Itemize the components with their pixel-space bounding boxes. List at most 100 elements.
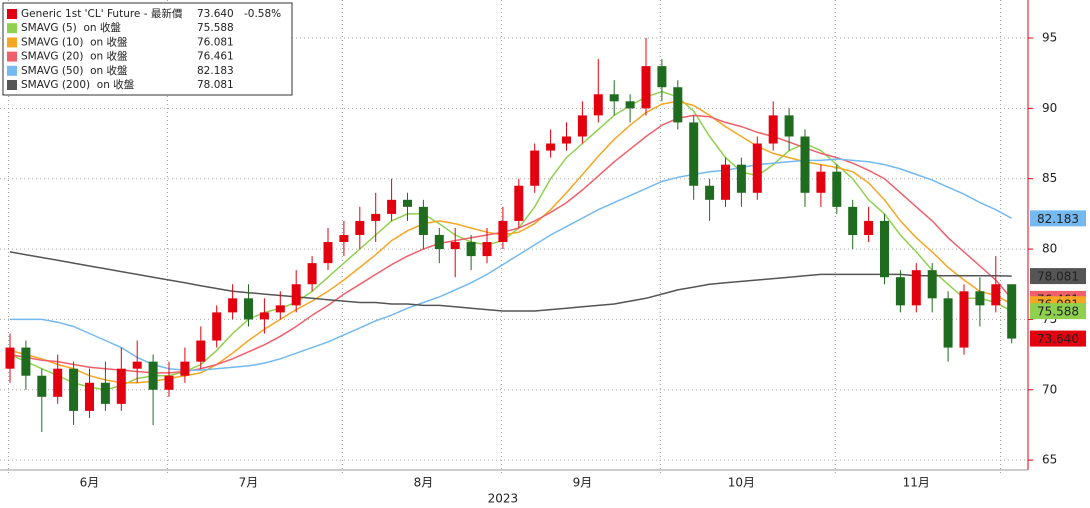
candle-body	[498, 220, 508, 243]
value-tag: 78.081	[1037, 270, 1079, 284]
value-tag-bg	[1030, 210, 1086, 227]
candle-body	[864, 220, 874, 235]
candle-body	[291, 284, 301, 306]
legend-box	[2, 2, 293, 96]
legend-swatch	[7, 37, 17, 48]
candle-body	[100, 382, 110, 404]
candle-body	[546, 143, 556, 151]
candle-body	[355, 220, 365, 235]
candle-body	[403, 199, 412, 207]
legend-value: 75.588	[197, 22, 234, 34]
candle-body	[736, 164, 746, 193]
candle-body	[562, 136, 571, 144]
candle-body	[911, 270, 921, 306]
candle-body	[196, 340, 206, 362]
candle-body	[116, 368, 126, 404]
candle-body	[927, 270, 937, 299]
x-tick-label: 6月	[80, 476, 100, 490]
candle-body	[577, 115, 587, 137]
candle-body	[371, 213, 381, 221]
legend-value: 82.183	[197, 65, 234, 77]
y-tick-label: 80	[1042, 242, 1057, 256]
candle-body	[69, 368, 79, 411]
legend-label: SMAVG (10) on 收盤	[21, 35, 128, 48]
value-tag-bg	[1030, 303, 1086, 320]
candle-body	[848, 206, 858, 235]
last-price-tag-bg	[1030, 330, 1086, 347]
candle-body	[768, 115, 778, 144]
legend: Generic 1st 'CL' Future - 最新價 73.640 -0.58…	[2, 2, 293, 96]
candle-body	[228, 298, 238, 313]
candle-body	[1007, 284, 1017, 339]
legend-label: SMAVG (20) on 收盤	[21, 50, 128, 63]
plot	[5, 37, 1017, 433]
legend-value: 78.081	[197, 79, 234, 91]
candle-body	[5, 347, 15, 369]
x-tick-label: 11月	[903, 476, 930, 490]
candle-body	[275, 305, 285, 313]
legend-label: SMAVG (5) on 收盤	[21, 21, 121, 34]
candle-body	[212, 312, 222, 341]
legend-value: 76.461	[197, 51, 234, 63]
candle-body	[244, 298, 253, 320]
y-tick-label: 65	[1042, 453, 1057, 467]
candle-body	[339, 235, 349, 243]
candle-body	[530, 150, 540, 186]
x-tick-label: 9月	[573, 476, 593, 490]
candle-body	[450, 242, 460, 250]
year-label: 2023	[488, 492, 519, 506]
ma-line	[9, 251, 1012, 312]
candle-body	[418, 206, 428, 235]
candle-body	[434, 235, 444, 250]
candle-body	[673, 87, 683, 123]
candle-body	[625, 101, 635, 109]
value-tag-bg	[1030, 268, 1086, 285]
candle-body	[307, 263, 317, 285]
x-tick-label: 7月	[239, 476, 259, 490]
legend-label: Generic 1st 'CL' Future - 最新價	[21, 7, 183, 20]
candle-body	[784, 115, 794, 137]
candle-body	[53, 368, 63, 397]
candle-body	[705, 185, 715, 200]
candle-body	[514, 185, 524, 221]
candle-body	[85, 382, 94, 411]
candle-body	[259, 312, 269, 320]
ma-line	[9, 90, 1013, 391]
candle-body	[641, 66, 651, 109]
candle-body	[164, 375, 174, 390]
candle-body	[991, 284, 1001, 306]
x-tick-label: 8月	[414, 476, 434, 490]
y-tick-label: 90	[1042, 101, 1057, 115]
ma-line	[9, 114, 1013, 374]
legend-value: 73.640	[197, 8, 234, 20]
candle-body	[800, 136, 810, 193]
candle-body	[387, 199, 397, 214]
candle-body	[880, 220, 889, 278]
candle-body	[482, 242, 492, 257]
ma-line	[10, 158, 1013, 371]
legend-swatch	[7, 51, 17, 62]
candle-body	[943, 298, 953, 348]
legend-value: 76.081	[197, 36, 234, 48]
candle-body	[721, 164, 730, 200]
candle-body	[959, 291, 969, 348]
candle-body	[975, 291, 985, 306]
y-tick-label: 95	[1042, 30, 1057, 44]
candle-body	[132, 361, 142, 369]
legend-swatch	[7, 9, 17, 19]
value-tag: 75.588	[1037, 305, 1079, 319]
candle-body	[37, 375, 47, 397]
candle-body	[832, 171, 842, 207]
y-tick-label: 70	[1042, 382, 1057, 396]
grid: 657075808590956月7月8月9月10月11月2023	[0, 0, 1057, 506]
candle-body	[180, 361, 190, 376]
legend-label: SMAVG (50) on 收盤	[21, 64, 128, 77]
ma-line	[9, 100, 1013, 384]
y-tick-label: 85	[1042, 171, 1057, 185]
candle-body	[895, 277, 905, 306]
legend-swatch	[7, 65, 17, 76]
legend-swatch	[7, 80, 17, 90]
candle-body	[657, 66, 667, 88]
